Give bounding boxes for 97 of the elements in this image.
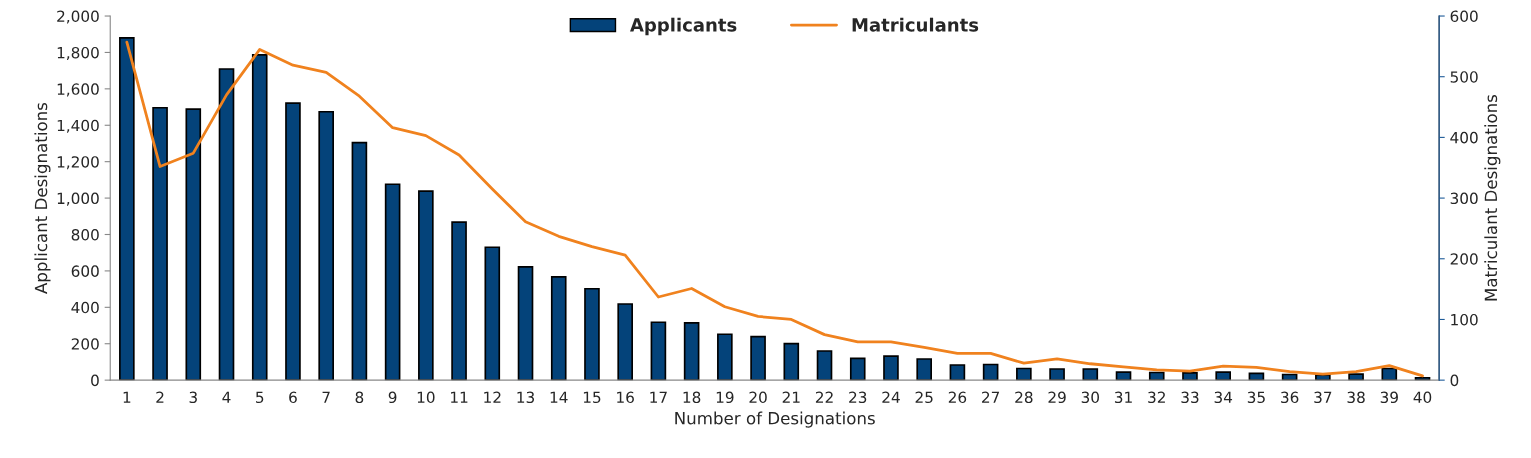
y2-tick-label: 300 xyxy=(1450,192,1478,205)
bar xyxy=(783,342,800,381)
x-tick-label: 10 xyxy=(417,391,435,404)
bar xyxy=(285,102,301,381)
bar xyxy=(318,110,334,381)
bar xyxy=(550,276,567,381)
x-tick-label: 17 xyxy=(650,391,667,403)
y2-tick-label: 600 xyxy=(1450,10,1478,23)
x-tick-label: 11 xyxy=(451,391,468,403)
y2-tick-label: 200 xyxy=(1450,253,1478,265)
x-tick-label: 5 xyxy=(256,391,264,404)
bar xyxy=(949,364,966,381)
x-tick-label: 22 xyxy=(815,391,833,403)
bar xyxy=(584,287,600,381)
bar xyxy=(883,355,899,381)
y-tick-label: 200 xyxy=(71,338,99,350)
x-tick-label: 40 xyxy=(1413,391,1432,404)
bar xyxy=(152,106,168,381)
y-tick-label: 1,800 xyxy=(57,46,99,61)
x-axis-title: Number of Designations xyxy=(675,411,875,428)
x-tick-label: 35 xyxy=(1247,391,1265,404)
bar xyxy=(1182,372,1198,381)
x-tick-label: 23 xyxy=(849,391,867,404)
y-tick-label: 600 xyxy=(71,265,99,277)
bar xyxy=(218,68,235,381)
x-tick-label: 29 xyxy=(1048,391,1066,404)
x-tick-label: 9 xyxy=(388,391,397,404)
bar xyxy=(185,108,202,381)
bar xyxy=(683,321,700,381)
x-tick-label: 7 xyxy=(322,391,330,403)
x-tick-label: 8 xyxy=(355,391,364,404)
bar xyxy=(1049,368,1065,381)
line-series xyxy=(125,40,1424,378)
x-tick-label: 19 xyxy=(716,391,734,404)
x-tick-label: 18 xyxy=(683,391,701,404)
bar xyxy=(1348,373,1364,381)
bar xyxy=(617,303,633,381)
x-tick-label: 4 xyxy=(222,391,231,403)
bar xyxy=(418,190,434,381)
y-tick-label: 1,200 xyxy=(57,156,99,170)
x-tick-label: 39 xyxy=(1380,391,1398,404)
bar xyxy=(916,358,932,381)
x-tick-label: 21 xyxy=(782,391,800,403)
x-tick-label: 31 xyxy=(1114,391,1132,404)
bar xyxy=(517,266,534,381)
y-tick-label: 400 xyxy=(71,301,99,314)
bar xyxy=(351,141,368,381)
x-tick-label: 14 xyxy=(550,391,568,403)
x-tick-label: 13 xyxy=(517,391,535,404)
y-tick-label: 1,000 xyxy=(57,192,99,206)
x-tick-label: 24 xyxy=(882,391,900,403)
x-tick-label: 2 xyxy=(156,391,164,403)
bar xyxy=(119,37,135,381)
x-tick-label: 25 xyxy=(915,391,933,404)
y2-axis-title: Matriculant Designations xyxy=(1484,94,1501,301)
y2-tick-label: 400 xyxy=(1450,131,1478,144)
bar xyxy=(384,183,401,381)
bar xyxy=(650,321,667,381)
x-tick-label: 28 xyxy=(1015,391,1033,404)
x-tick-label: 32 xyxy=(1148,391,1165,404)
y-tick-label: 1,600 xyxy=(57,83,99,97)
y2-tick-label: 100 xyxy=(1451,313,1478,326)
bar xyxy=(1016,367,1032,381)
x-tick-label: 16 xyxy=(617,391,634,404)
bar xyxy=(750,335,766,381)
bar xyxy=(251,53,268,381)
bar xyxy=(484,246,501,381)
y2-tick-label: 0 xyxy=(1450,374,1459,387)
x-tick-label: 34 xyxy=(1214,391,1233,404)
bar xyxy=(849,357,866,381)
bar xyxy=(1082,368,1099,381)
y-axis-title: Applicant Designations xyxy=(34,102,51,294)
x-tick-label: 6 xyxy=(289,391,297,404)
x-tick-label: 36 xyxy=(1281,391,1299,404)
bar xyxy=(717,333,733,381)
bar xyxy=(1381,367,1398,381)
x-tick-label: 33 xyxy=(1181,391,1199,404)
bar xyxy=(816,350,833,381)
y-tick-label: 0 xyxy=(91,374,99,387)
bar xyxy=(1215,371,1232,381)
legend-label: Applicants xyxy=(630,17,737,36)
y-tick-label: 800 xyxy=(71,228,99,241)
y2-tick-label: 500 xyxy=(1450,71,1478,83)
x-tick-label: 27 xyxy=(982,391,1000,403)
y-tick-label: 2,000 xyxy=(57,10,99,24)
legend-label: Matriculants xyxy=(852,17,979,32)
y-tick-label: 1,400 xyxy=(57,119,99,133)
x-tick-label: 3 xyxy=(189,391,197,404)
x-tick-label: 12 xyxy=(484,391,501,403)
x-tick-label: 38 xyxy=(1347,391,1365,404)
x-tick-label: 26 xyxy=(948,391,967,404)
x-tick-label: 20 xyxy=(749,391,767,404)
bar xyxy=(451,221,467,381)
x-tick-label: 30 xyxy=(1081,391,1100,404)
x-tick-label: 15 xyxy=(583,391,601,404)
x-tick-label: 1 xyxy=(123,391,131,403)
x-tick-label: 37 xyxy=(1314,391,1332,404)
